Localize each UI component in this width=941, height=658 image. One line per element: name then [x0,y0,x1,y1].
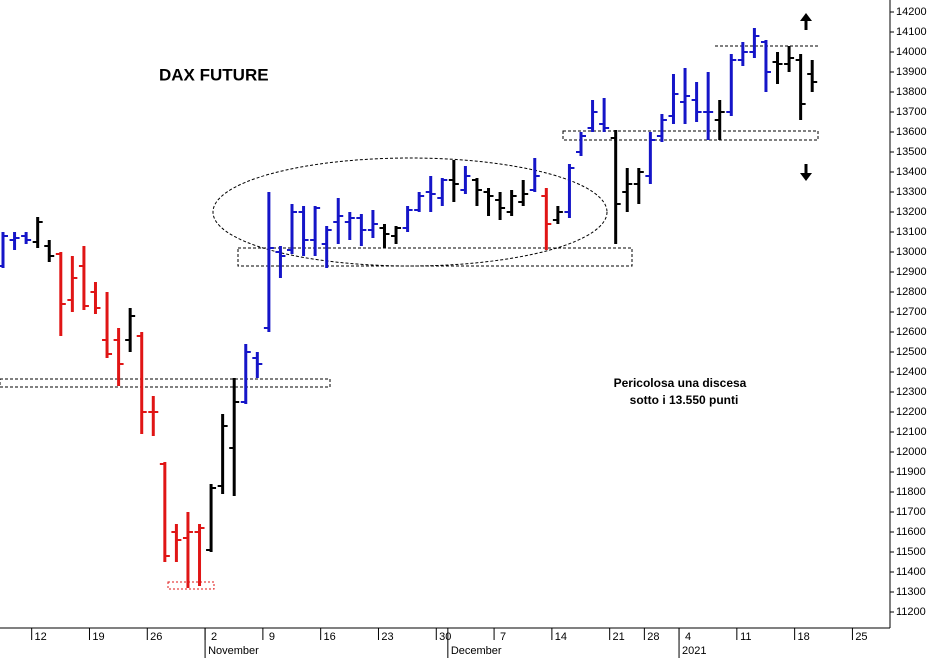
y-tick-label: 12100 [896,426,927,438]
y-tick-label: 12300 [896,386,927,398]
y-tick-label: 14100 [896,26,927,38]
x-tick-label: 4 [685,631,691,643]
low-zone [167,581,215,590]
x-tick-label: 7 [500,631,506,643]
y-tick-label: 11600 [896,526,926,538]
y-tick-label: 12400 [896,366,927,378]
x-tick-label: 26 [150,631,162,643]
y-tick-label: 12800 [896,286,927,298]
x-tick-label: 11 [740,631,751,643]
x-tick-label: 14 [555,631,567,643]
y-tick-label: 11800 [896,486,926,498]
arrow-up-head [800,13,812,21]
group-label: 2021 [682,645,706,657]
x-tick-label: 25 [855,631,867,643]
support-zone [237,247,633,267]
arrows [800,13,812,181]
y-tick-label: 11500 [896,546,926,558]
y-tick-label: 11200 [896,606,926,618]
y-tick-label: 12900 [896,266,927,278]
annotations-shapes [0,45,819,590]
y-tick-label: 11700 [896,506,926,518]
y-tick-label: 14000 [896,46,927,58]
consolidation-ellipse [212,157,608,267]
chart-title: DAX FUTURE [159,65,269,84]
y-tick-label: 12500 [896,346,927,358]
group-label: December [451,645,502,657]
y-tick-label: 13300 [896,186,927,198]
y-tick-label: 11900 [896,466,926,478]
x-tick-label: 30 [439,631,451,643]
x-tick-label: 18 [798,631,810,643]
x-tick-label: 12 [35,631,47,643]
x-tick-label: 21 [613,631,625,643]
y-tick-label: 12200 [896,406,927,418]
y-tick-label: 12700 [896,306,927,318]
arrow-down-head [800,173,812,181]
y-tick-label: 12600 [896,326,927,338]
y-tick-label: 13100 [896,226,927,238]
y-tick-label: 11400 [896,566,926,578]
y-tick-label: 12000 [896,446,927,458]
y-tick-label: 13800 [896,86,927,98]
support-zone [562,130,819,141]
y-tick-label: 13400 [896,166,927,178]
annotation: Pericolosa una discesa [614,376,747,390]
x-tick-label: 9 [269,631,275,643]
y-tick-label: 14200 [896,6,927,18]
y-tick-label: 13000 [896,246,927,258]
x-tick-label: 16 [324,631,336,643]
x-tick-label: 23 [381,631,393,643]
y-tick-label: 13600 [896,126,927,138]
y-tick-label: 13700 [896,106,927,118]
y-tick-label: 13200 [896,206,927,218]
y-tick-label: 11300 [896,586,926,598]
x-tick-label: 2 [211,631,217,643]
x-tick-label: 19 [92,631,104,643]
y-tick-label: 13500 [896,146,927,158]
group-label: November [208,645,259,657]
annotation: sotto i 13.550 punti [630,393,739,407]
y-tick-label: 13900 [896,66,927,78]
x-tick-label: 28 [647,631,659,643]
support-zone [0,378,331,388]
